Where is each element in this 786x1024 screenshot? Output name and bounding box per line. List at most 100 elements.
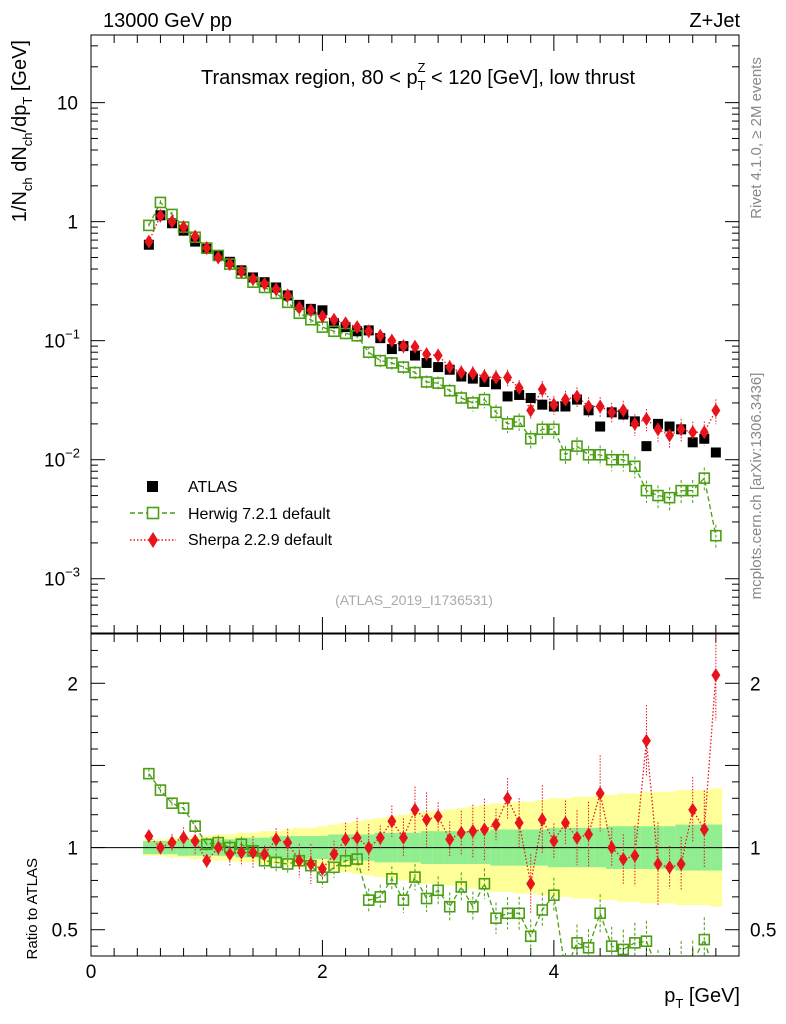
chart-title-part-a: Transmax region, 80 < p — [201, 67, 418, 89]
herwig-ratio-point — [571, 937, 583, 949]
herwig-ratio-point — [362, 894, 375, 906]
sherpa-ratio-point — [456, 825, 466, 840]
herwig-point — [316, 321, 329, 333]
atlas-point — [525, 392, 536, 403]
herwig-ratio-point — [617, 943, 630, 956]
sherpa-ratio-point — [375, 830, 385, 845]
herwig-ratio-point — [560, 966, 570, 976]
legend-label-atlas: ATLAS — [188, 479, 238, 496]
x-label-main: p — [664, 985, 675, 1007]
y-tick-label: 10−1 — [44, 327, 80, 353]
ratio-y-tick-label-right: 0.5 — [750, 921, 776, 942]
herwig-ratio-point — [548, 889, 560, 902]
herwig-point — [698, 472, 711, 484]
chart-title: Transmax region, 80 < pTZ < 120 [GeV], l… — [201, 60, 635, 93]
sherpa-point — [306, 303, 316, 318]
sherpa-ratio-point — [641, 733, 651, 748]
sherpa-point — [514, 381, 524, 396]
x-label-sub: T — [675, 996, 683, 1011]
y-tick-exp: −3 — [65, 565, 80, 580]
ratio-x-ticks: 0 2 4 — [86, 634, 717, 983]
sherpa-ratio-point — [711, 668, 721, 683]
legend-marker-herwig — [146, 506, 160, 520]
sherpa-point — [317, 309, 327, 324]
herwig-point — [617, 453, 630, 466]
y-label-c: /dp — [9, 105, 31, 133]
y-tick-label: 10 — [57, 94, 78, 115]
sherpa-point — [572, 389, 582, 404]
legend-label-herwig: Herwig 7.2.1 default — [188, 506, 331, 523]
sherpa-point — [398, 339, 408, 354]
herwig-ratio-point — [351, 853, 363, 865]
sherpa-ratio-point — [294, 853, 304, 868]
ratio-series — [143, 634, 721, 976]
y-label-d: [GeV] — [9, 40, 31, 97]
sherpa-point — [641, 411, 651, 426]
ratio-y-tick-label-right: 2 — [750, 674, 761, 695]
sherpa-point — [202, 241, 212, 256]
sherpa-point — [375, 328, 385, 343]
sherpa-point — [549, 397, 559, 412]
sherpa-ratio-point — [179, 830, 189, 845]
herwig-ratio-point — [177, 802, 190, 814]
sherpa-point — [190, 229, 200, 244]
sherpa-ratio-point — [213, 840, 223, 855]
sherpa-point — [618, 403, 628, 418]
sherpa-ratio-point — [422, 812, 432, 827]
sherpa-point — [537, 382, 547, 397]
sherpa-ratio-point — [468, 824, 478, 839]
herwig-ratio-point — [374, 891, 387, 903]
herwig-point — [478, 393, 491, 406]
herwig-ratio-point — [594, 907, 606, 920]
x-label-unit: [GeV] — [683, 985, 740, 1007]
sherpa-ratio-point — [688, 802, 698, 817]
ratio-y-tick-label-right: 1 — [750, 839, 761, 860]
sherpa-ratio-point — [491, 817, 501, 832]
herwig-ratio-point — [467, 900, 479, 913]
y-label-b-sub: ch — [20, 132, 35, 146]
herwig-ratio-point — [582, 941, 595, 954]
sherpa-point — [213, 250, 223, 265]
y-label-a-sub: ch — [20, 177, 35, 191]
herwig-point — [605, 453, 618, 466]
sherpa-ratio-point — [364, 840, 374, 855]
sherpa-point — [560, 392, 570, 407]
sherpa-ratio-point — [155, 840, 165, 855]
sherpa-point — [329, 312, 339, 327]
mcplots-label: mcplots.cern.ch [arXiv:1306.3436] — [748, 373, 765, 600]
atlas-point — [421, 357, 432, 368]
sherpa-ratio-point — [560, 815, 570, 830]
y-tick-label: 10−3 — [44, 565, 80, 591]
atlas-point — [664, 421, 675, 432]
herwig-point — [143, 219, 155, 232]
sherpa-ratio-point — [572, 830, 582, 845]
herwig-point — [386, 357, 398, 369]
sherpa-point — [179, 220, 189, 235]
herwig-point — [571, 440, 583, 452]
chart-title-sub: T — [418, 78, 426, 93]
main-series — [143, 196, 722, 550]
sherpa-ratio-point — [144, 829, 154, 844]
atlas-point — [710, 447, 721, 458]
herwig-ratio-point — [328, 861, 340, 874]
sherpa-ratio-point — [653, 857, 663, 871]
herwig-point — [409, 366, 421, 379]
legend-marker-sherpa — [148, 532, 158, 548]
sherpa-line — [148, 214, 717, 437]
sherpa-ratio-point — [225, 847, 235, 862]
herwig-ratio-point — [490, 912, 502, 925]
herwig-ratio-point — [478, 877, 491, 890]
herwig-ratio-point — [698, 933, 711, 946]
herwig-ratio-point — [443, 900, 456, 913]
x-tick-label: 2 — [317, 962, 328, 983]
sherpa-point — [144, 234, 154, 249]
herwig-ratio-point — [676, 958, 686, 968]
sherpa-ratio-point — [317, 861, 327, 876]
y-tick-label: 1 — [67, 213, 78, 234]
herwig-point — [397, 361, 410, 373]
ratio-y-tick-label-left: 1 — [67, 839, 78, 860]
herwig-point — [663, 491, 676, 504]
herwig-ratio-point — [281, 858, 294, 870]
herwig-ratio-point — [420, 892, 433, 905]
sherpa-ratio-point — [526, 876, 536, 891]
